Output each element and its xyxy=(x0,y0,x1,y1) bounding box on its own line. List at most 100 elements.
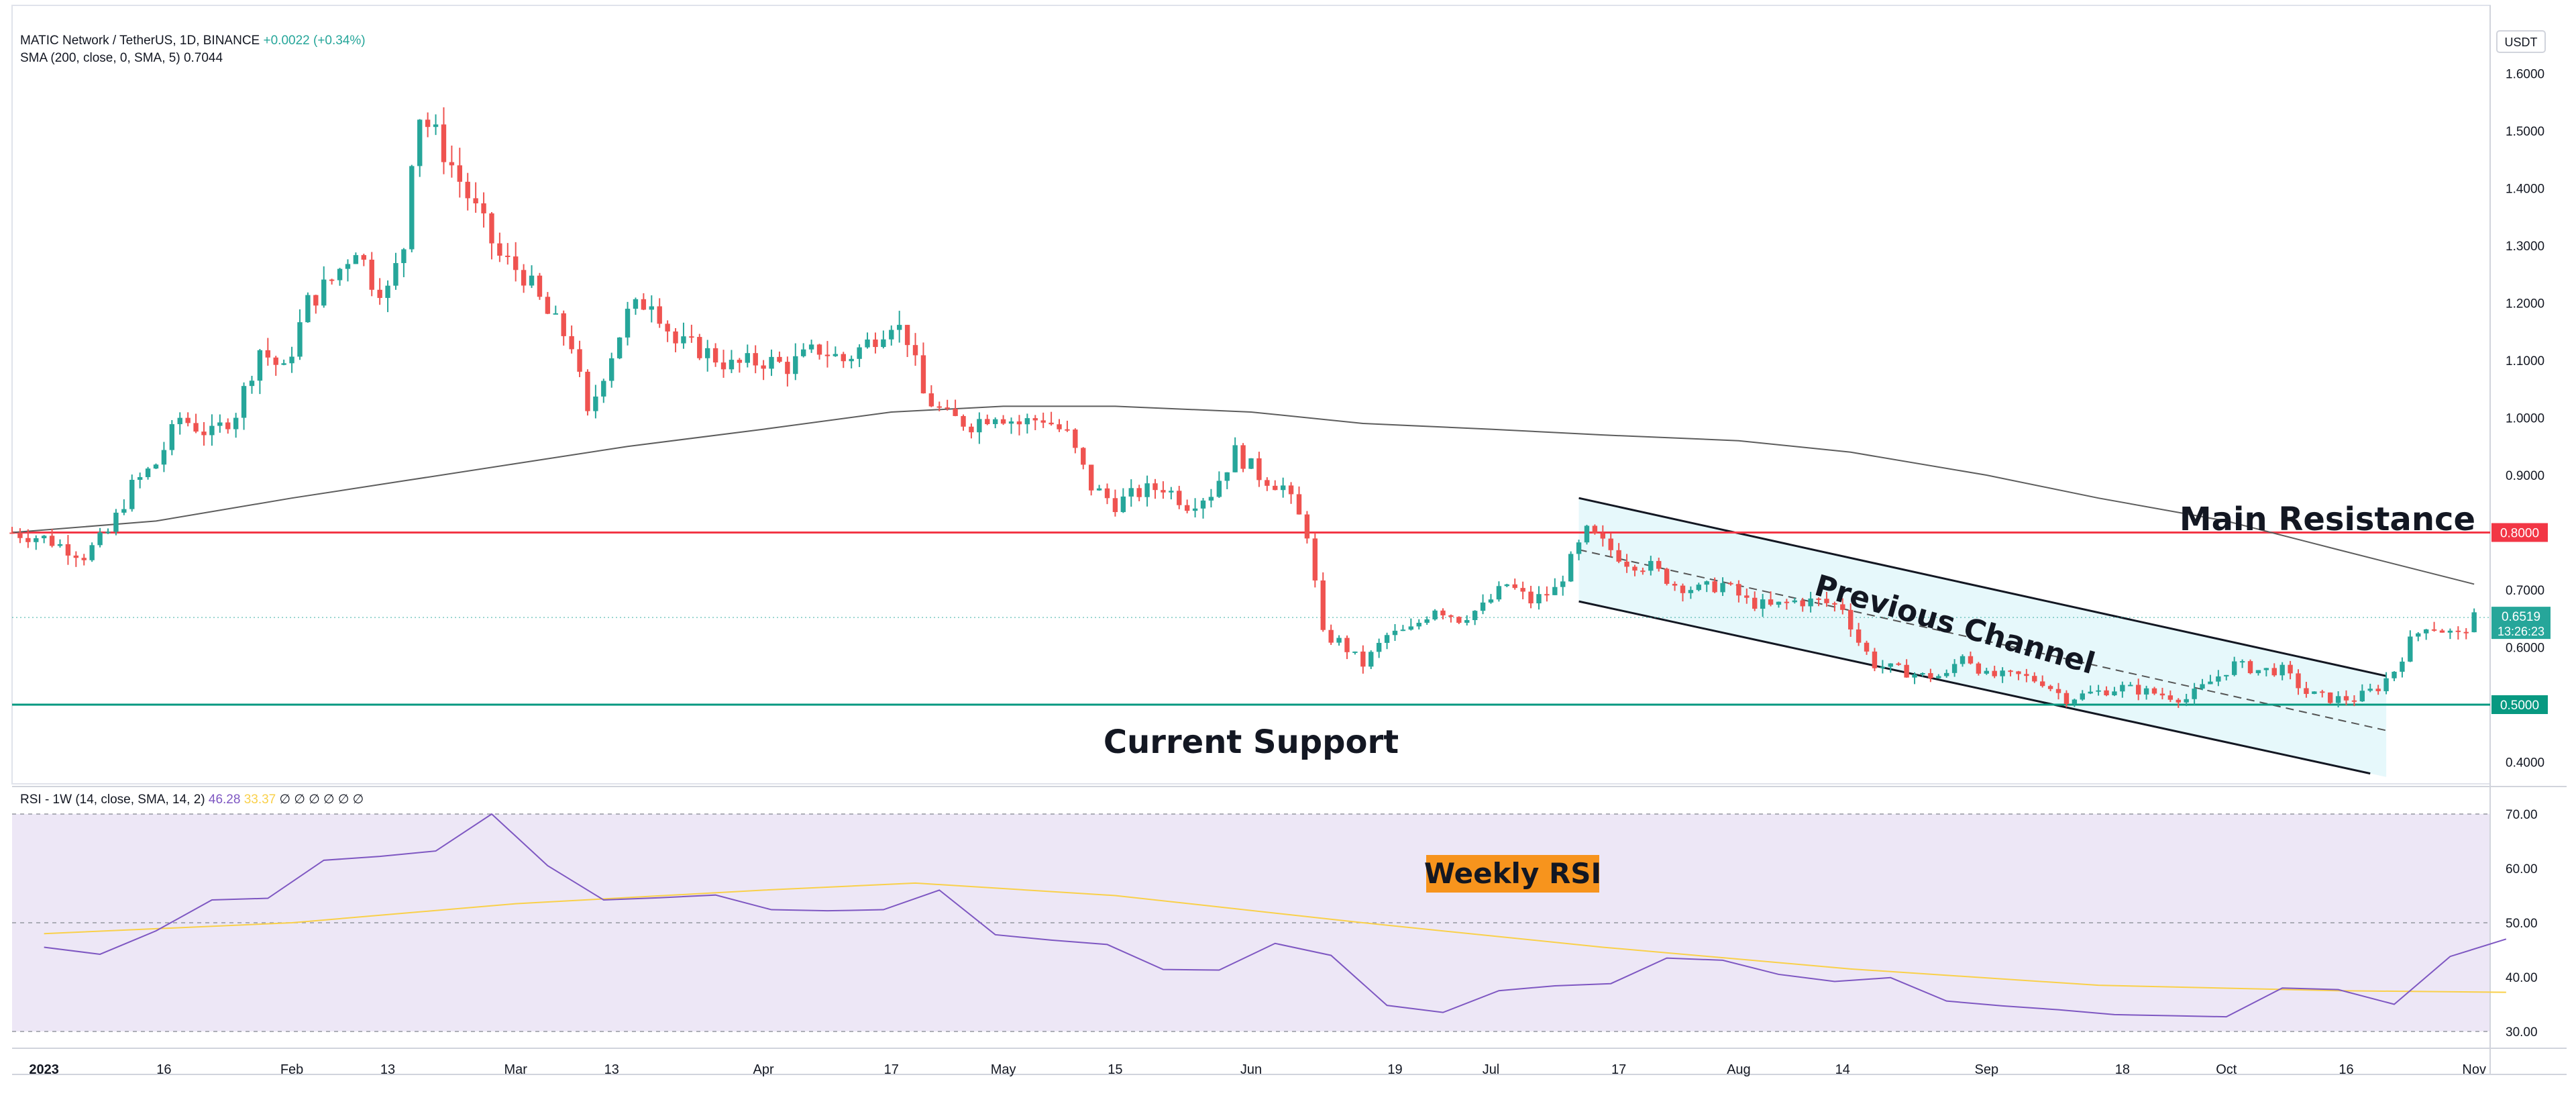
candle-up xyxy=(801,349,806,356)
candle-down xyxy=(777,356,782,362)
candle-down xyxy=(1976,663,1982,674)
candle-down xyxy=(961,415,966,427)
candle-up xyxy=(1280,485,1286,491)
weekly-rsi-box xyxy=(1426,855,1599,893)
sma-legend[interactable]: SMA (200, close, 0, SMA, 5) 0.7044 xyxy=(20,51,223,66)
candle-up xyxy=(2408,636,2413,662)
candle-up xyxy=(1336,638,1342,643)
candle-up xyxy=(1416,623,1421,627)
candle-up xyxy=(857,347,862,359)
candle-down xyxy=(1312,538,1318,580)
candle-down xyxy=(425,119,431,128)
time-tick-label: 14 xyxy=(1835,1062,1850,1077)
rsi-tick-label: 30.00 xyxy=(2506,1025,2538,1040)
candle-down xyxy=(665,323,670,332)
candle-up xyxy=(337,268,343,281)
candle-up xyxy=(34,538,39,542)
candle-down xyxy=(1288,485,1294,495)
time-tick-label: Oct xyxy=(2216,1062,2237,1077)
candle-down xyxy=(497,243,502,256)
candle-up xyxy=(1808,598,1813,607)
candle-down xyxy=(641,299,647,310)
candle-up xyxy=(161,450,167,465)
candle-up xyxy=(705,348,710,358)
rsi-ma-value: 33.37 xyxy=(244,793,276,807)
candle-down xyxy=(513,256,519,270)
time-tick-label: Aug xyxy=(1727,1062,1751,1077)
candle-down xyxy=(505,255,511,257)
candle-up xyxy=(2383,678,2389,691)
bar-countdown: 13:26:23 xyxy=(2498,625,2544,638)
candle-down xyxy=(225,422,231,429)
candle-up xyxy=(1704,581,1709,585)
candle-down xyxy=(1840,604,1845,610)
candle-up xyxy=(105,532,111,534)
candle-up xyxy=(177,417,182,425)
candle-down xyxy=(1624,561,1629,567)
candle-down xyxy=(1832,603,1837,605)
candle-up xyxy=(625,309,631,338)
candle-down xyxy=(265,350,271,358)
candle-down xyxy=(1824,599,1829,603)
candle-up xyxy=(1984,670,1989,674)
rsi-legend[interactable]: RSI - 1W (14, close, SMA, 14, 2) 46.28 3… xyxy=(20,792,364,807)
candle-up xyxy=(1144,483,1150,497)
candle-down xyxy=(1992,670,1997,676)
candle-down xyxy=(17,532,23,538)
rsi-tick-label: 40.00 xyxy=(2506,971,2538,985)
rsi-extra-values: ∅ ∅ ∅ ∅ ∅ ∅ xyxy=(279,793,364,807)
candle-up xyxy=(2112,691,2117,696)
price-change: +0.0022 (+0.34%) xyxy=(263,34,366,48)
candle-down xyxy=(1049,422,1054,425)
candle-up xyxy=(2216,676,2221,682)
candle-down xyxy=(1896,663,1901,665)
time-tick-label: Apr xyxy=(753,1062,774,1077)
candle-up xyxy=(1488,599,1494,603)
candle-up xyxy=(1504,584,1510,587)
candle-up xyxy=(1432,610,1438,619)
currency-label[interactable]: USDT xyxy=(2505,36,2538,49)
candle-up xyxy=(1888,663,1893,667)
candle-up xyxy=(992,419,998,424)
candle-up xyxy=(1096,488,1102,491)
candle-down xyxy=(657,306,662,324)
candle-up xyxy=(2128,685,2133,687)
currency-box[interactable] xyxy=(2496,30,2546,53)
rsi-value: 46.28 xyxy=(208,793,241,807)
candle-down xyxy=(737,360,743,363)
candle-down xyxy=(824,354,830,356)
candle-down xyxy=(1656,560,1662,569)
candle-down xyxy=(2304,688,2309,695)
annotation-main-resistance: Main Resistance xyxy=(2180,501,2475,538)
candle-up xyxy=(2224,674,2229,676)
candle-up xyxy=(2080,693,2085,700)
candle-down xyxy=(65,544,71,556)
candle-down xyxy=(1328,629,1334,643)
candle-down xyxy=(697,337,702,358)
candle-down xyxy=(25,538,31,542)
candle-up xyxy=(1760,599,1766,609)
candle-up xyxy=(1384,635,1390,643)
candle-down xyxy=(329,279,335,281)
rsi-tick-label: 60.00 xyxy=(2506,862,2538,876)
candle-down xyxy=(1184,505,1190,511)
channel-fill xyxy=(1578,498,2387,777)
candle-down xyxy=(1296,494,1302,515)
candle-up xyxy=(2143,688,2149,695)
price-tick-label: 1.0000 xyxy=(2506,412,2544,426)
candle-down xyxy=(1016,421,1022,425)
time-tick-label: 2023 xyxy=(29,1062,59,1077)
time-tick-label: Feb xyxy=(280,1062,303,1077)
candle-down xyxy=(1073,429,1078,448)
candle-up xyxy=(1216,481,1222,497)
last-price-value: 0.6519 xyxy=(2502,610,2540,624)
rsi-tick-label: 50.00 xyxy=(2506,917,2538,931)
candle-up xyxy=(1912,674,1917,678)
candle-up xyxy=(896,325,902,330)
symbol-title[interactable]: MATIC Network / TetherUS, 1D, BINANCE xyxy=(20,34,260,48)
candle-down xyxy=(2104,690,2109,696)
price-tick-label: 0.4000 xyxy=(2506,756,2544,770)
bottom-border xyxy=(12,1074,2567,1075)
candle-up xyxy=(321,279,327,306)
